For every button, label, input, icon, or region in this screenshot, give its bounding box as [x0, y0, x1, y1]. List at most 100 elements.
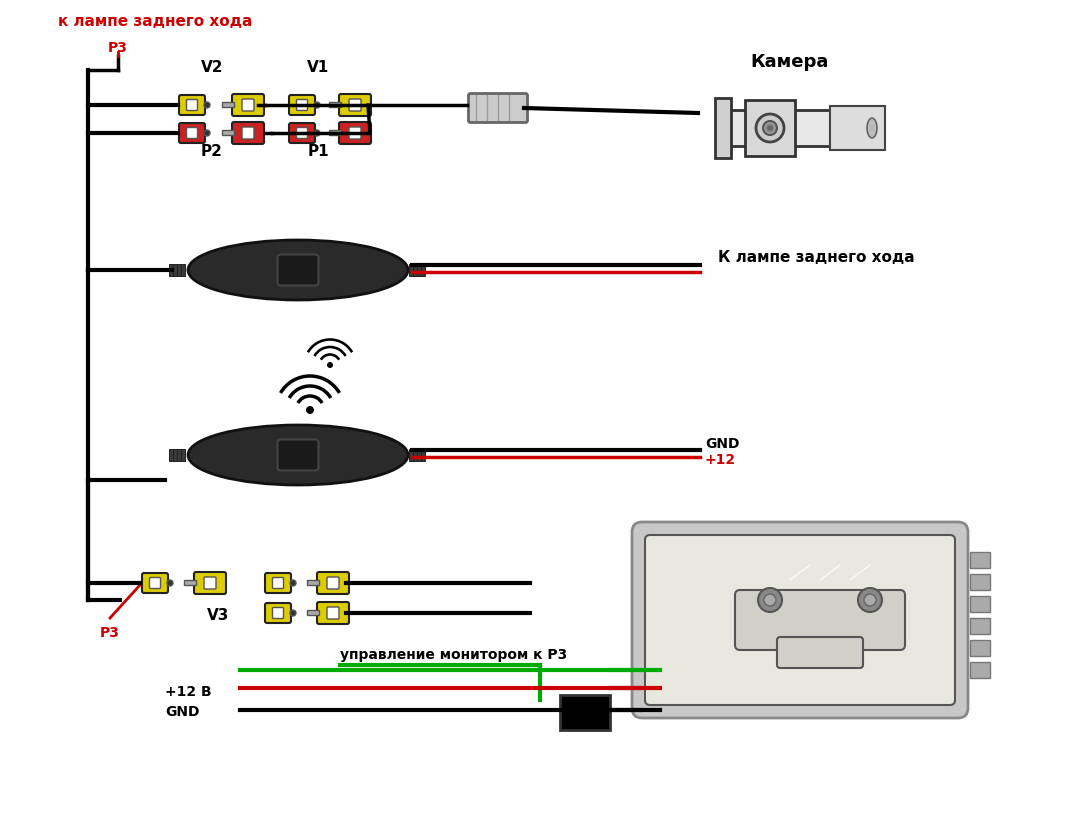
Text: +12 В: +12 В [165, 685, 211, 699]
FancyBboxPatch shape [339, 94, 371, 116]
Text: +12: +12 [705, 453, 736, 467]
Bar [970, 552, 991, 568]
Ellipse shape [867, 118, 877, 138]
Bar [413, 449, 417, 461]
Text: V1: V1 [307, 60, 329, 76]
Circle shape [858, 588, 882, 612]
Bar [410, 449, 413, 461]
Text: V2: V2 [200, 60, 223, 76]
Bar [169, 264, 173, 276]
FancyBboxPatch shape [179, 123, 205, 143]
FancyBboxPatch shape [735, 590, 905, 650]
Text: GND: GND [165, 705, 199, 719]
FancyBboxPatch shape [289, 95, 315, 115]
FancyBboxPatch shape [265, 573, 291, 593]
Bar [745, 100, 795, 156]
FancyBboxPatch shape [232, 94, 264, 116]
FancyBboxPatch shape [272, 607, 283, 619]
FancyBboxPatch shape [632, 522, 968, 718]
FancyBboxPatch shape [265, 603, 291, 623]
Text: к лампе заднего хода: к лампе заднего хода [58, 15, 252, 29]
FancyBboxPatch shape [149, 577, 161, 589]
Bar [181, 449, 185, 461]
FancyBboxPatch shape [187, 99, 197, 111]
FancyBboxPatch shape [777, 637, 863, 668]
Text: V3: V3 [207, 607, 229, 623]
Bar [417, 264, 421, 276]
Circle shape [306, 406, 314, 414]
FancyBboxPatch shape [289, 123, 315, 143]
Bar [222, 131, 234, 136]
Text: Р1: Р1 [308, 145, 329, 159]
Circle shape [758, 588, 781, 612]
Circle shape [167, 580, 173, 586]
FancyBboxPatch shape [278, 254, 318, 285]
Bar [329, 102, 341, 107]
Bar [970, 574, 991, 590]
FancyBboxPatch shape [194, 572, 226, 594]
Circle shape [291, 580, 296, 586]
Circle shape [756, 114, 784, 142]
Bar [169, 449, 173, 461]
Bar [222, 102, 234, 107]
Bar [184, 580, 196, 585]
Bar [830, 106, 885, 150]
Bar [421, 449, 425, 461]
Bar [417, 449, 421, 461]
Text: управление монитором к Р3: управление монитором к Р3 [340, 648, 567, 662]
Circle shape [766, 125, 773, 131]
Bar [177, 449, 181, 461]
Bar [413, 264, 417, 276]
FancyBboxPatch shape [317, 572, 349, 594]
Circle shape [314, 130, 321, 136]
Text: Р3: Р3 [108, 41, 128, 55]
Ellipse shape [188, 240, 408, 300]
Bar [560, 695, 610, 730]
FancyBboxPatch shape [272, 577, 283, 589]
Bar [970, 662, 991, 678]
Bar [970, 596, 991, 612]
Bar [173, 264, 177, 276]
Bar [970, 618, 991, 634]
Text: GND: GND [705, 437, 740, 451]
FancyBboxPatch shape [179, 95, 205, 115]
FancyBboxPatch shape [242, 127, 254, 139]
Bar [173, 449, 177, 461]
FancyBboxPatch shape [468, 93, 527, 123]
Text: Камера: Камера [750, 53, 829, 71]
Bar [421, 264, 425, 276]
Bar [720, 110, 880, 146]
Text: Р2: Р2 [202, 145, 223, 159]
FancyBboxPatch shape [142, 573, 168, 593]
Bar [177, 264, 181, 276]
Circle shape [763, 121, 777, 135]
FancyBboxPatch shape [297, 99, 308, 111]
FancyBboxPatch shape [187, 128, 197, 138]
Text: Р3: Р3 [100, 626, 120, 640]
Circle shape [864, 594, 876, 606]
FancyBboxPatch shape [349, 99, 361, 111]
FancyBboxPatch shape [645, 535, 955, 705]
FancyBboxPatch shape [204, 577, 215, 589]
FancyBboxPatch shape [327, 577, 339, 589]
Bar [715, 98, 731, 158]
Circle shape [314, 102, 321, 108]
Bar [307, 611, 319, 615]
FancyBboxPatch shape [232, 122, 264, 144]
Bar [181, 264, 185, 276]
FancyBboxPatch shape [349, 127, 361, 139]
Bar [410, 264, 413, 276]
Bar [970, 640, 991, 656]
FancyBboxPatch shape [242, 99, 254, 111]
FancyBboxPatch shape [297, 128, 308, 138]
Circle shape [764, 594, 776, 606]
Bar [329, 131, 341, 136]
Bar [307, 580, 319, 585]
Circle shape [204, 130, 210, 136]
Circle shape [291, 610, 296, 616]
Ellipse shape [188, 425, 408, 485]
FancyBboxPatch shape [339, 122, 371, 144]
Circle shape [327, 362, 333, 368]
Circle shape [204, 102, 210, 108]
FancyBboxPatch shape [278, 440, 318, 471]
